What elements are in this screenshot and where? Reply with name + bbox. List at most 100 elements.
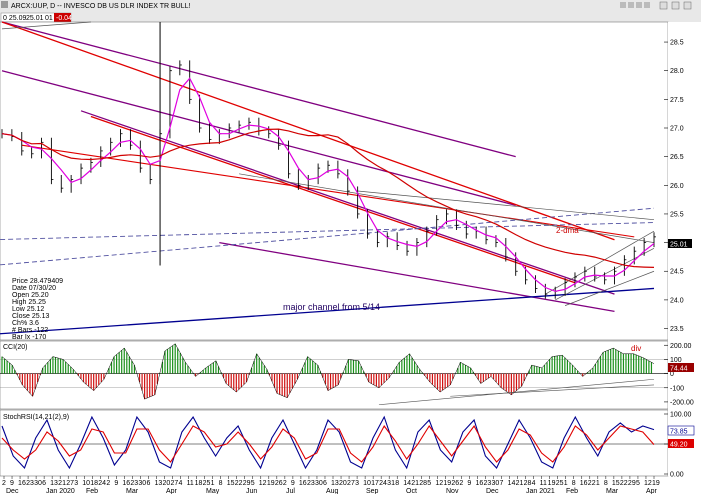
price-y-tick-label: 24.5 [670,269,684,276]
x-tick-label: 20 [162,480,170,487]
x-tick-label: 21 [411,480,419,487]
x-month-label: Dec [6,488,19,494]
window-title: ARCX:UUP, D -- INVESCO DB US DLR INDEX T… [11,3,191,10]
x-tick-label: 24 [379,480,387,487]
price-y-tick-label: 28.5 [670,40,684,47]
x-month-label: Jan 2020 [46,488,75,494]
last-price-tag: 25.01 [670,242,688,249]
channel-line [80,110,615,295]
window-controls[interactable] [620,1,692,10]
close-icon[interactable] [683,1,692,10]
x-tick-label: 21 [516,480,524,487]
x-tick-label: 25 [556,480,564,487]
x-tick-label: 16 [299,480,307,487]
cci-tag-bg [668,363,694,372]
cci-y-tick-label: 0 [670,371,674,378]
x-tick-label: 13 [154,480,162,487]
print-icon[interactable] [644,2,650,8]
channel-line [0,207,655,266]
x-tick-label: 23 [130,480,138,487]
info-date-value: 07/30/20 [29,285,56,292]
info-bars: # Bars -122 [12,327,48,334]
x-tick-label: 8 [219,480,223,487]
channel-line [1,21,615,241]
x-tick-label: 22 [235,480,243,487]
x-month-label: Mar [126,488,139,494]
x-tick-label: 1 [564,480,568,487]
x-tick-label: 8 [395,480,399,487]
info-chg-value: 3.6 [29,320,39,327]
x-month-label: Aug [326,488,339,494]
x-tick-label: 26 [451,480,459,487]
x-tick-label: 9 [114,480,118,487]
cci-y-tick-label: -100 [670,385,684,392]
channel-line [545,230,655,295]
settings-icon[interactable] [636,2,642,8]
x-tick-label: 19 [548,480,556,487]
x-month-label: Jul [286,488,295,494]
x-month-label: Apr [166,488,178,494]
channel-line [1,70,516,206]
x-tick-label: 5 [636,480,640,487]
info-low: Low 25.12 [12,306,44,313]
x-tick-label: 19 [443,480,451,487]
zoom-icon[interactable] [628,2,634,8]
price-panel [0,21,669,341]
x-tick-label: 10 [363,480,371,487]
price-y-tick-label: 26.5 [670,154,684,161]
pan-icon[interactable] [620,2,626,8]
maximize-icon[interactable] [671,1,680,10]
x-tick-label: 2 [106,480,110,487]
x-tick-label: 10 [82,480,90,487]
x-tick-label: 24 [98,480,106,487]
stoch-d-tag: 49.20 [670,442,688,449]
cci-trendline [450,384,655,397]
x-tick-label: 13 [331,480,339,487]
x-tick-label: 9 [467,480,471,487]
x-tick-label: 15 [227,480,235,487]
x-tick-label: 27 [171,480,179,487]
cci-line [1,343,655,400]
x-tick-label: 27 [66,480,74,487]
x-month-label: Jun [246,488,257,494]
x-tick-label: 4 [179,480,183,487]
channel-line [0,287,655,335]
x-tick-label: 11 [187,480,194,487]
x-tick-label: 16 [475,480,483,487]
channel-line [219,241,615,312]
x-tick-label: 23 [483,480,491,487]
x-tick-label: 12 [259,480,267,487]
info-open-value: 25.20 [31,292,49,299]
cci-y-tick-label: 100 [670,357,682,364]
minimize-icon[interactable] [659,1,668,10]
toolbar-value-2: 01 [45,15,53,22]
x-month-label: Dec [486,488,499,494]
x-month-label: Nov [446,488,459,494]
stoch-y-tick-label: 100.00 [670,412,692,419]
info-chg: Ch% 3.6 [12,320,39,327]
x-tick-label: 28 [524,480,532,487]
x-tick-label: 20 [339,480,347,487]
cci-panel [0,340,669,410]
price-y-tick-label: 25.5 [670,211,684,218]
info-close: Close 25.13 [12,313,49,320]
x-tick-label: 13 [50,480,58,487]
x-tick-label: 26 [275,480,283,487]
axis-layer: 2 9 16 23 30 6 13 21 27 3 10 18 24 2 9 16 23 30 6 13 20 27 4 11… [2,476,660,487]
stoch-k-line [1,415,655,470]
x-tick-label: 16 [580,480,588,487]
x-month-label: Mar [606,488,619,494]
channel-line [1,21,91,30]
cci-y-tick-label: 200.00 [670,343,692,350]
stochrsi-label: StochRSI(14,21(2),9) [3,414,69,421]
ma-slow-line [1,128,655,268]
stochrsi-panel [0,409,669,477]
channel-line [0,222,655,240]
x-tick-label: 22 [588,480,596,487]
stoch-k-tag: 73.85 [670,429,688,436]
x-tick-label: 1 [596,480,600,487]
price-y-tick-label: 23.5 [670,326,684,333]
cci-layer: 200.00 100 0 -100 -200.00 [0,343,694,406]
